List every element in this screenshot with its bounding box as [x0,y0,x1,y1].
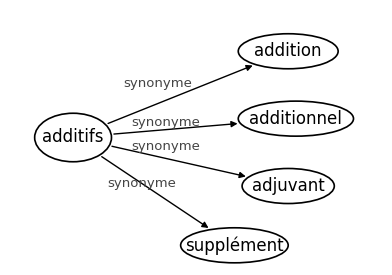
Text: supplément: supplément [185,236,284,255]
Text: synonyme: synonyme [123,77,192,90]
Text: synonyme: synonyme [131,141,200,153]
Text: adjuvant: adjuvant [252,177,325,195]
Text: additionnel: additionnel [249,110,342,128]
Text: synonyme: synonyme [108,177,177,190]
Text: additifs: additifs [42,128,104,147]
Text: addition: addition [254,42,322,60]
Text: synonyme: synonyme [131,116,200,129]
